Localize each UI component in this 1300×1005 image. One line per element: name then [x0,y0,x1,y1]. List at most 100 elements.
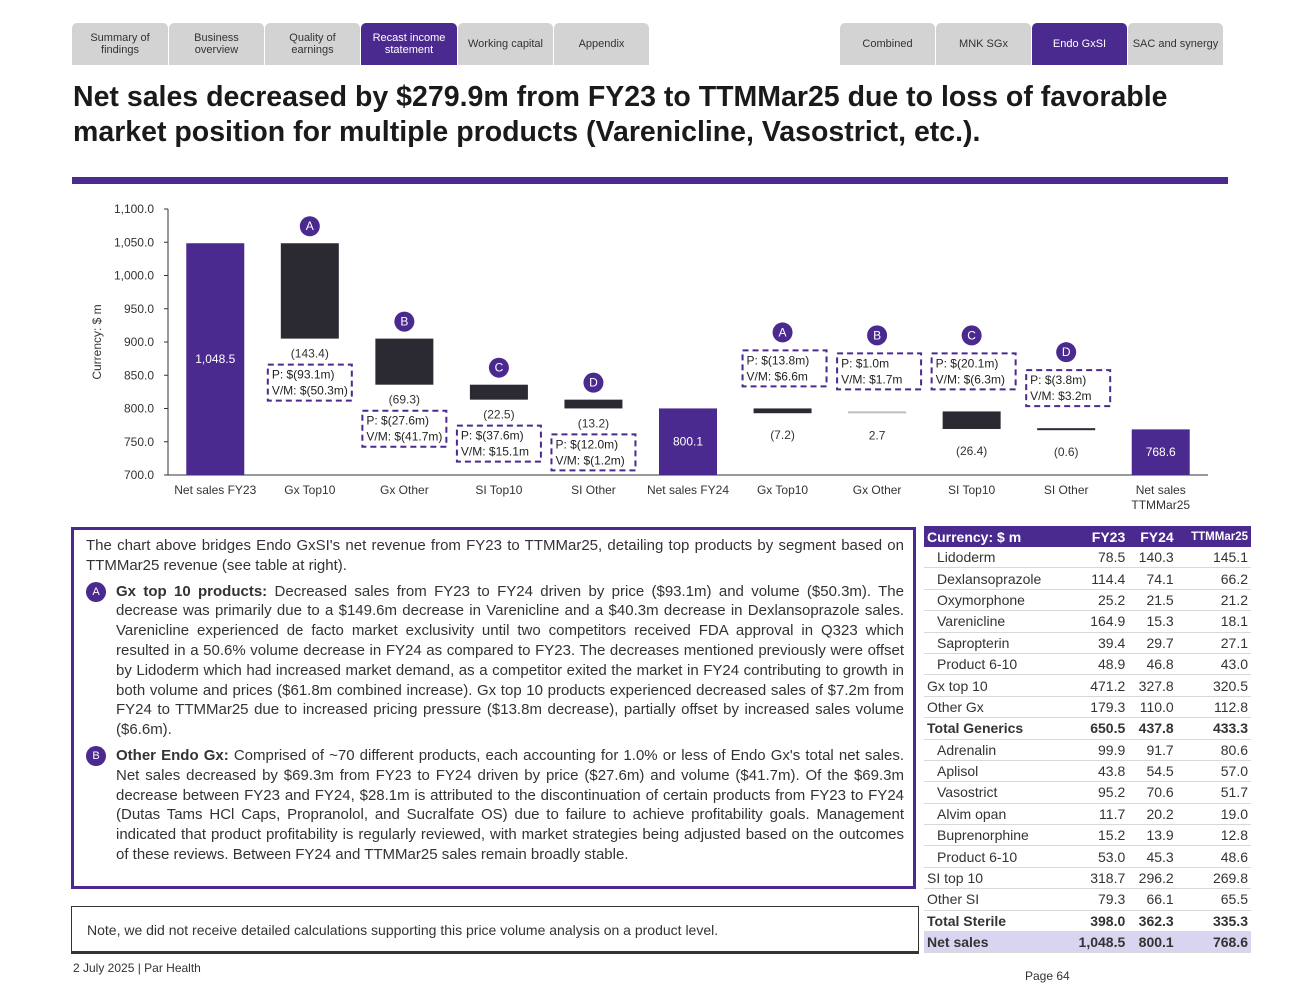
data-label: (22.5) [483,408,514,422]
callout-text: V/M: $15.1m [461,445,529,459]
row-label: Aplisol [924,760,1067,783]
callout-badge [772,322,793,343]
row-value: 800.1 [1128,931,1177,954]
table-row: Adrenalin 99.9 91.7 80.6 [924,739,1251,761]
note-box: Note, we did not receive detailed calcul… [71,906,919,954]
x-tick-label: Gx Other [853,483,902,497]
section-tab-4[interactable]: Working capital [458,23,553,65]
callout-badge [1056,342,1077,363]
x-tick-label: SI Top10 [475,483,522,497]
commentary-heading: Gx top 10 products: [116,582,268,600]
entity-tab-3[interactable]: SAC and synergy [1128,23,1223,65]
y-tick-label: 950.0 [124,302,154,316]
badge-letter: B [873,328,881,342]
row-value: 79.3 [1066,888,1129,911]
row-value: 54.5 [1128,760,1177,783]
waterfall-bar [1131,429,1190,475]
row-value: 21.5 [1128,589,1177,612]
waterfall-bar [753,408,812,414]
commentary-item-b: B Other Endo Gx: Comprised of ~70 differ… [86,745,904,865]
y-axis-label: Currency: $ m [90,304,104,379]
row-value: 269.8 [1176,867,1251,890]
y-tick-label: 750.0 [124,435,154,449]
section-tab-2[interactable]: Quality of earnings [265,23,360,65]
row-label: Product 6-10 [924,845,1067,868]
data-label: 768.6 [1146,445,1176,459]
row-label: Net sales [924,931,1067,954]
table-row: Dexlansoprazole 114.4 74.1 66.2 [924,567,1251,590]
badge-letter: A [779,325,787,339]
table-header-ttm: TTMMar25 [1176,526,1251,547]
waterfall-bar [469,384,528,400]
section-tab-5[interactable]: Appendix [554,23,649,65]
commentary-item-a: A Gx top 10 products: Decreased sales fr… [86,581,904,740]
callout-text: P: $(3.8m) [1030,373,1086,387]
row-value: 335.3 [1176,910,1251,933]
row-label: Adrenalin [924,739,1067,761]
table-row: Oxymorphone 25.2 21.5 21.2 [924,589,1251,612]
commentary-box: The chart above bridges Endo GxSI's net … [71,527,916,889]
table-row: Aplisol 43.8 54.5 57.0 [924,760,1251,783]
entity-tab-1[interactable]: MNK SGx [936,23,1031,65]
row-value: 19.0 [1176,803,1251,826]
row-value: 39.4 [1066,632,1129,654]
table-row: Product 6-10 48.9 46.8 43.0 [924,653,1251,676]
row-label: SI top 10 [924,867,1067,890]
x-tick-label: Gx Top10 [284,483,335,497]
callout-text: V/M: $(41.7m) [366,430,442,444]
table-row: Product 6-10 53.0 45.3 48.6 [924,845,1251,868]
y-tick-label: 900.0 [124,335,154,349]
callout-text: V/M: $(6.3m) [936,372,1005,386]
waterfall-chart: 1,100.0 1,050.0 1,000.0 950.0 900.0 850.0 800.… [90,202,1208,512]
callout-text: P: $(13.8m) [747,353,810,367]
table-row: SI top 10 318.7 296.2 269.8 [924,867,1251,890]
entity-tab-2[interactable]: Endo GxSI [1032,23,1127,65]
section-tab-1[interactable]: Business overview [169,23,264,65]
x-tick-label: SI Other [1044,483,1089,497]
row-label: Lidoderm [924,547,1067,569]
badge-letter: D [589,376,598,390]
table-row: Total Generics 650.5 437.8 433.3 [924,717,1251,740]
row-label: Sapropterin [924,632,1067,654]
page-title: Net sales decreased by $279.9m from FY23… [73,81,1168,148]
page-number: Page 64 [1025,969,1070,983]
row-label: Other SI [924,888,1067,911]
x-tick-label: SI Other [571,483,616,497]
badge-letter: C [967,328,976,342]
data-label: (26.4) [956,444,987,458]
data-label: (0.6) [1054,445,1079,459]
price-volume-callout [361,409,448,448]
row-value: 66.1 [1128,888,1177,911]
row-label: Other Gx [924,696,1067,719]
price-volume-callout [455,424,542,463]
entity-tab-0[interactable]: Combined [840,23,935,65]
callout-text: P: $(20.1m) [936,356,999,370]
table-row: Total Sterile 398.0 362.3 335.3 [924,910,1251,933]
row-value: 1,048.5 [1066,931,1129,954]
price-volume-callout [836,352,923,391]
row-value: 327.8 [1128,674,1177,697]
section-tab-0[interactable]: Summary of findings [72,23,168,65]
price-volume-callout [1025,369,1112,408]
callout-badge [867,325,888,346]
y-tick-label: 850.0 [124,368,154,382]
section-tab-3[interactable]: Recast income statement [361,23,457,65]
x-tick-label: Net sales TTMMar25 [1131,483,1190,512]
product-sales-table: Currency: $ m FY23 FY24 TTMMar25 Lidoder… [924,526,1251,954]
row-value: 95.2 [1066,781,1129,804]
waterfall-bar [564,399,623,409]
y-tick-label: 800.0 [124,402,154,416]
row-value: 471.2 [1066,674,1129,697]
commentary-text: Comprised of ~70 different products, eac… [116,746,904,863]
data-label: (143.4) [291,347,329,361]
price-volume-callout [266,363,353,402]
row-value: 18.1 [1176,610,1251,633]
table-header-row: Currency: $ m FY23 FY24 TTMMar25 [924,526,1251,547]
row-value: 57.0 [1176,760,1251,783]
table-header-fy23: FY23 [1066,526,1129,547]
row-value: 43.0 [1176,653,1251,676]
callout-text: V/M: $(50.3m) [272,384,348,398]
waterfall-bar [1037,428,1096,431]
row-label: Dexlansoprazole [924,567,1067,590]
row-value: 91.7 [1128,739,1177,761]
